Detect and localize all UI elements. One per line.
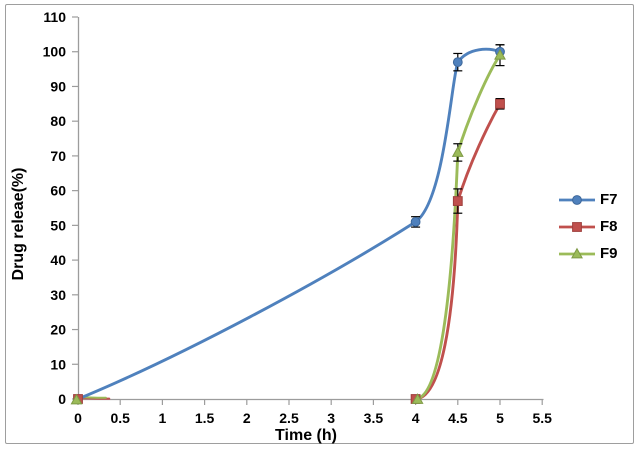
legend-item-f7: F7 — [558, 189, 618, 210]
x-tick-label: 4.5 — [448, 410, 468, 426]
x-tick-label: 5.5 — [532, 410, 552, 426]
x-tick-label: 5 — [496, 410, 504, 426]
x-tick-label: 2 — [243, 410, 251, 426]
legend-item-f9: F9 — [558, 243, 618, 264]
y-axis-title: Drug releae(%) — [10, 167, 27, 281]
x-tick-label: 0 — [74, 410, 82, 426]
x-tick-label: 3.5 — [364, 410, 384, 426]
y-tick-label: 60 — [50, 183, 66, 199]
x-tick-label: 4 — [412, 410, 420, 426]
legend-swatch-f7 — [559, 194, 595, 205]
marker-F8 — [495, 98, 505, 109]
x-tick-label: 0.5 — [110, 410, 130, 426]
x-tick-label: 1 — [159, 410, 167, 426]
y-tick-label: 70 — [50, 148, 66, 164]
y-tick-label: 90 — [50, 78, 66, 94]
marker-F7 — [410, 216, 421, 227]
legend-label: F8 — [600, 218, 618, 235]
x-tick-label: 2.5 — [279, 410, 299, 426]
y-tick-label: 110 — [43, 9, 66, 25]
series-line-F7 — [76, 47, 502, 401]
legend-marker-circle — [572, 194, 582, 205]
legend-marker-square — [572, 221, 582, 232]
y-tick-label: 40 — [50, 252, 66, 268]
y-tick-label: 80 — [50, 113, 66, 129]
marker-F9 — [451, 146, 464, 157]
x-axis-title: Time (h) — [275, 427, 337, 444]
marker-F8 — [452, 196, 463, 206]
marker-F9 — [70, 393, 83, 405]
y-tick-label: 10 — [50, 356, 66, 372]
legend: F7 F8 F9 — [558, 189, 618, 264]
marker-F9 — [494, 48, 506, 60]
x-tick-label: 1.5 — [195, 410, 215, 426]
legend-label: F7 — [600, 191, 618, 208]
legend-marker-triangle — [571, 247, 583, 258]
legend-swatch-f8 — [559, 221, 595, 232]
x-tick-label: 3 — [327, 410, 335, 426]
y-tick-label: 20 — [50, 322, 66, 338]
marker-F7 — [452, 57, 463, 68]
y-tick-label: 30 — [50, 287, 66, 303]
series-line-F8 — [414, 102, 502, 401]
chart-border-frame — [5, 4, 634, 444]
y-tick-label: 0 — [58, 391, 66, 407]
y-tick-label: 100 — [43, 44, 67, 60]
legend-item-f8: F8 — [558, 216, 618, 237]
y-tick-label: 50 — [50, 217, 66, 233]
marker-F9 — [411, 393, 424, 404]
legend-swatch-f9 — [559, 247, 595, 258]
legend-label: F9 — [600, 245, 618, 262]
